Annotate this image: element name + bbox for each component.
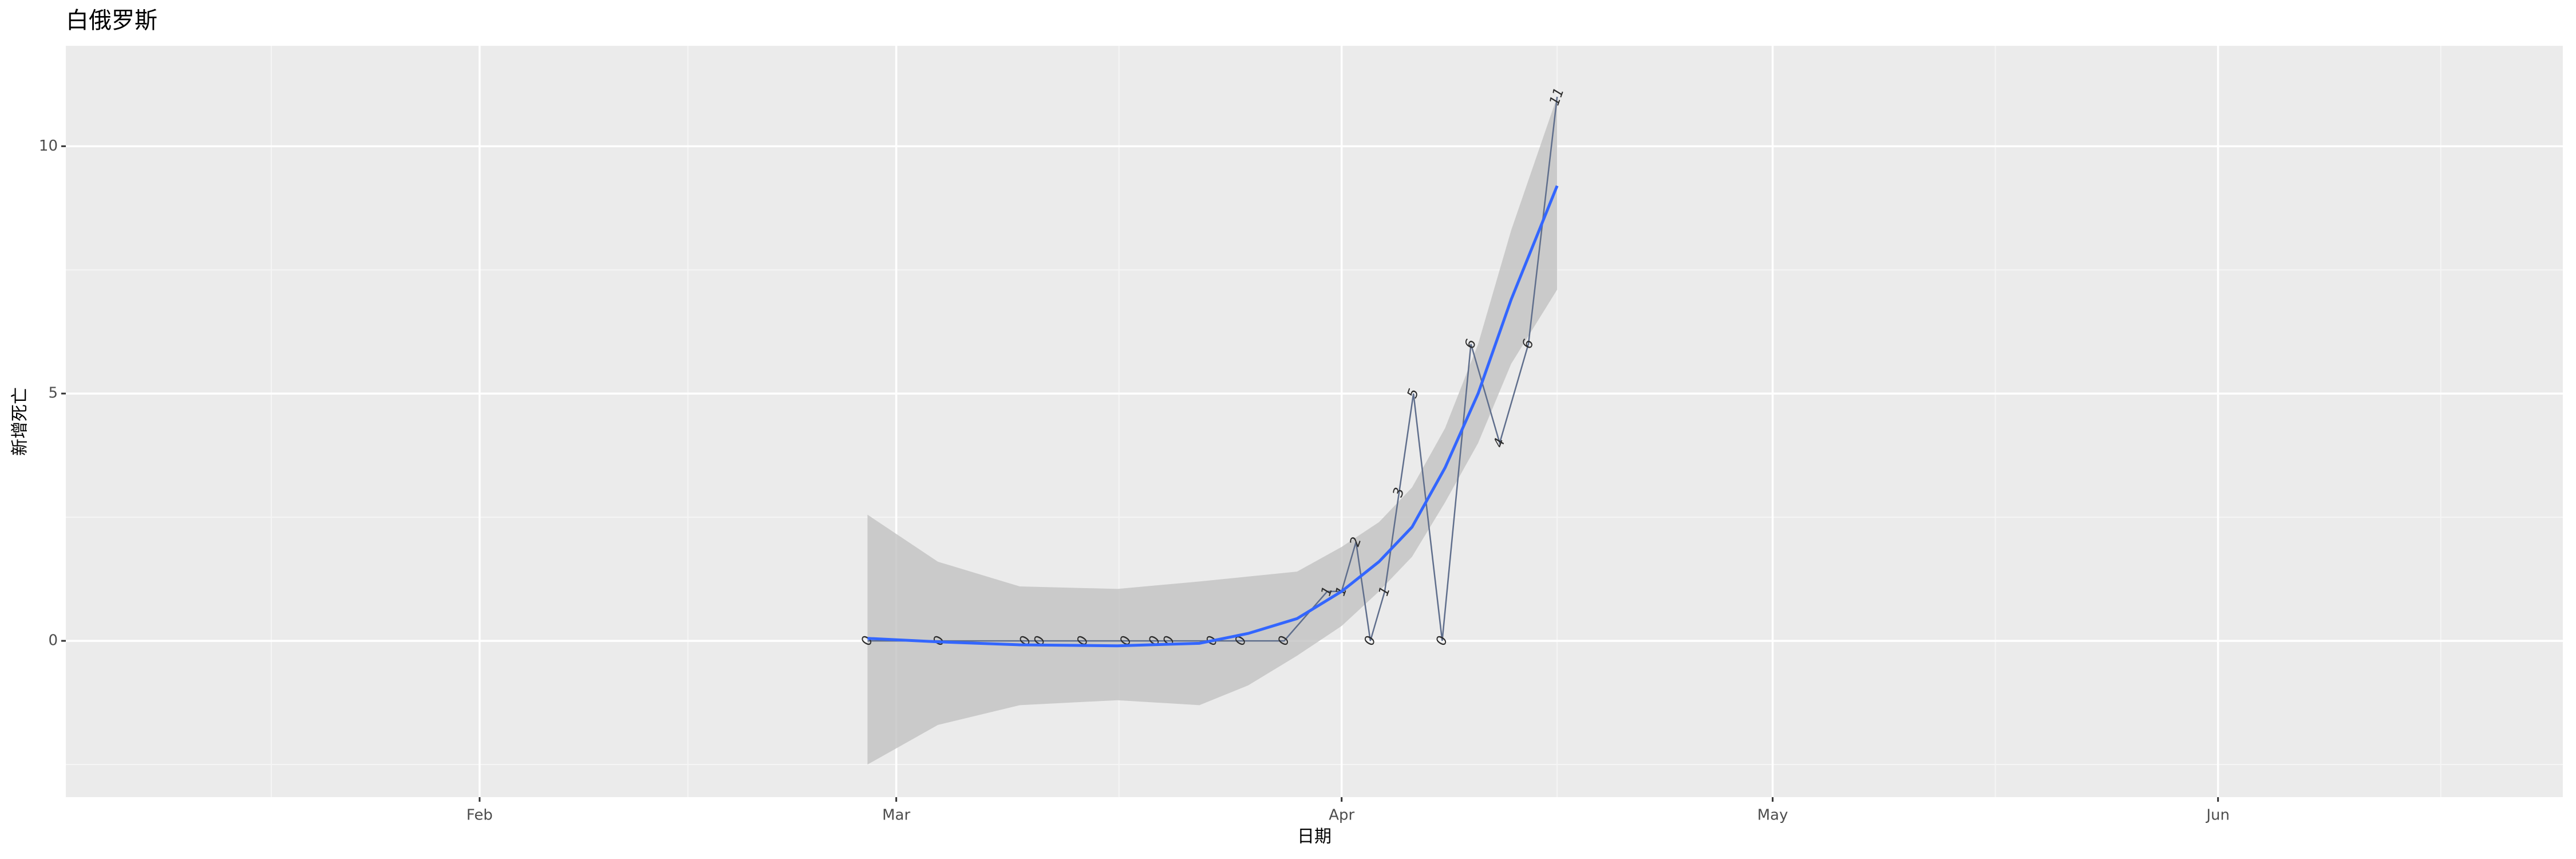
confidence-band	[867, 96, 1558, 765]
chart-title: 白俄罗斯	[66, 7, 157, 34]
x-tick-label: Feb	[467, 807, 493, 824]
x-axis-title: 日期	[1297, 827, 1332, 847]
y-tick-label: 5	[48, 385, 58, 402]
x-tick-label: Mar	[882, 807, 910, 824]
data-line	[867, 96, 1558, 642]
x-tick-label: Apr	[1329, 807, 1354, 824]
x-tick-label: Jun	[2205, 807, 2230, 824]
y-tick-label: 10	[39, 137, 58, 155]
y-tick-label: 0	[48, 632, 58, 649]
smooth-line	[867, 185, 1559, 648]
y-axis-title: 新增死亡	[10, 387, 30, 456]
x-tick-label: May	[1757, 807, 1788, 824]
panel	[66, 46, 2563, 797]
